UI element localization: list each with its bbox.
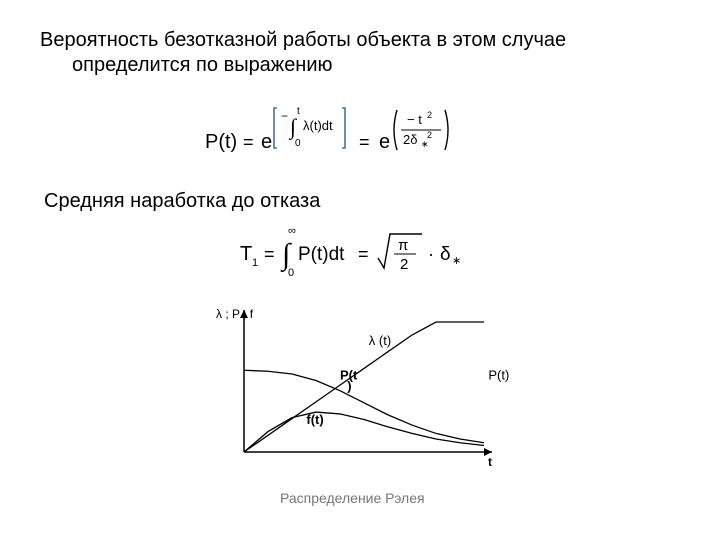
svg-text:∗: ∗ — [421, 139, 429, 149]
svg-text:·: · — [428, 244, 434, 264]
rayleigh-distribution-chart: λ ; P ; ftλ (t)P(t)f(t)P(t) — [200, 292, 530, 482]
svg-text:δ: δ — [440, 244, 451, 265]
svg-text:λ (t): λ (t) — [369, 333, 391, 348]
formula-mean-time-to-failure: T 1 = ∞ ∫ 0 P(t)dt = π 2 · δ ∗ — [240, 222, 500, 280]
caption-text: Распределение Рэлея — [280, 490, 425, 506]
svg-text:λ(t)dt: λ(t)dt — [303, 118, 333, 133]
svg-text:=: = — [359, 132, 370, 152]
formula-reliability-probability: P(t) = e − t ∫ 0 λ(t)dt = e − t 2 2δ ∗ 2 — [205, 100, 515, 170]
svg-text:2: 2 — [400, 256, 408, 273]
svg-text:1: 1 — [252, 257, 258, 269]
svg-text:P(t)dt: P(t)dt — [298, 244, 345, 265]
paragraph-reliability: Вероятность безотказной работы объекта в… — [40, 28, 600, 78]
svg-text:2δ: 2δ — [403, 132, 417, 147]
svg-text:P(t): P(t) — [205, 131, 237, 153]
svg-text:t: t — [297, 106, 300, 117]
svg-text:=: = — [358, 244, 369, 264]
svg-text:t: t — [488, 455, 492, 469]
svg-text:2: 2 — [427, 110, 432, 120]
svg-text:e: e — [261, 131, 272, 153]
chart-caption: Распределение Рэлея — [280, 490, 425, 506]
svg-text:e: e — [379, 131, 390, 153]
svg-text:): ) — [347, 379, 351, 394]
svg-text:T: T — [240, 243, 252, 265]
para1-line2: определится по выражению — [40, 53, 600, 78]
svg-text:0: 0 — [288, 267, 294, 279]
svg-text:− t: − t — [407, 112, 422, 127]
svg-text:λ ; P ; f: λ ; P ; f — [216, 307, 254, 321]
svg-text:=: = — [243, 132, 254, 152]
svg-text:∗: ∗ — [452, 255, 461, 267]
paragraph-mean-time: Средняя наработка до отказа — [44, 190, 320, 213]
svg-text:−: − — [281, 109, 288, 123]
svg-text:P(t): P(t) — [488, 368, 509, 383]
svg-text:2: 2 — [427, 130, 432, 140]
svg-text:π: π — [398, 237, 408, 254]
para2-text: Средняя наработка до отказа — [44, 190, 320, 212]
svg-text:∫: ∫ — [288, 114, 298, 140]
svg-text:∞: ∞ — [288, 225, 296, 237]
svg-text:0: 0 — [295, 138, 301, 149]
svg-text:=: = — [264, 244, 275, 264]
para1-line1: Вероятность безотказной работы объекта в… — [40, 29, 566, 51]
svg-text:f(t): f(t) — [306, 412, 323, 427]
